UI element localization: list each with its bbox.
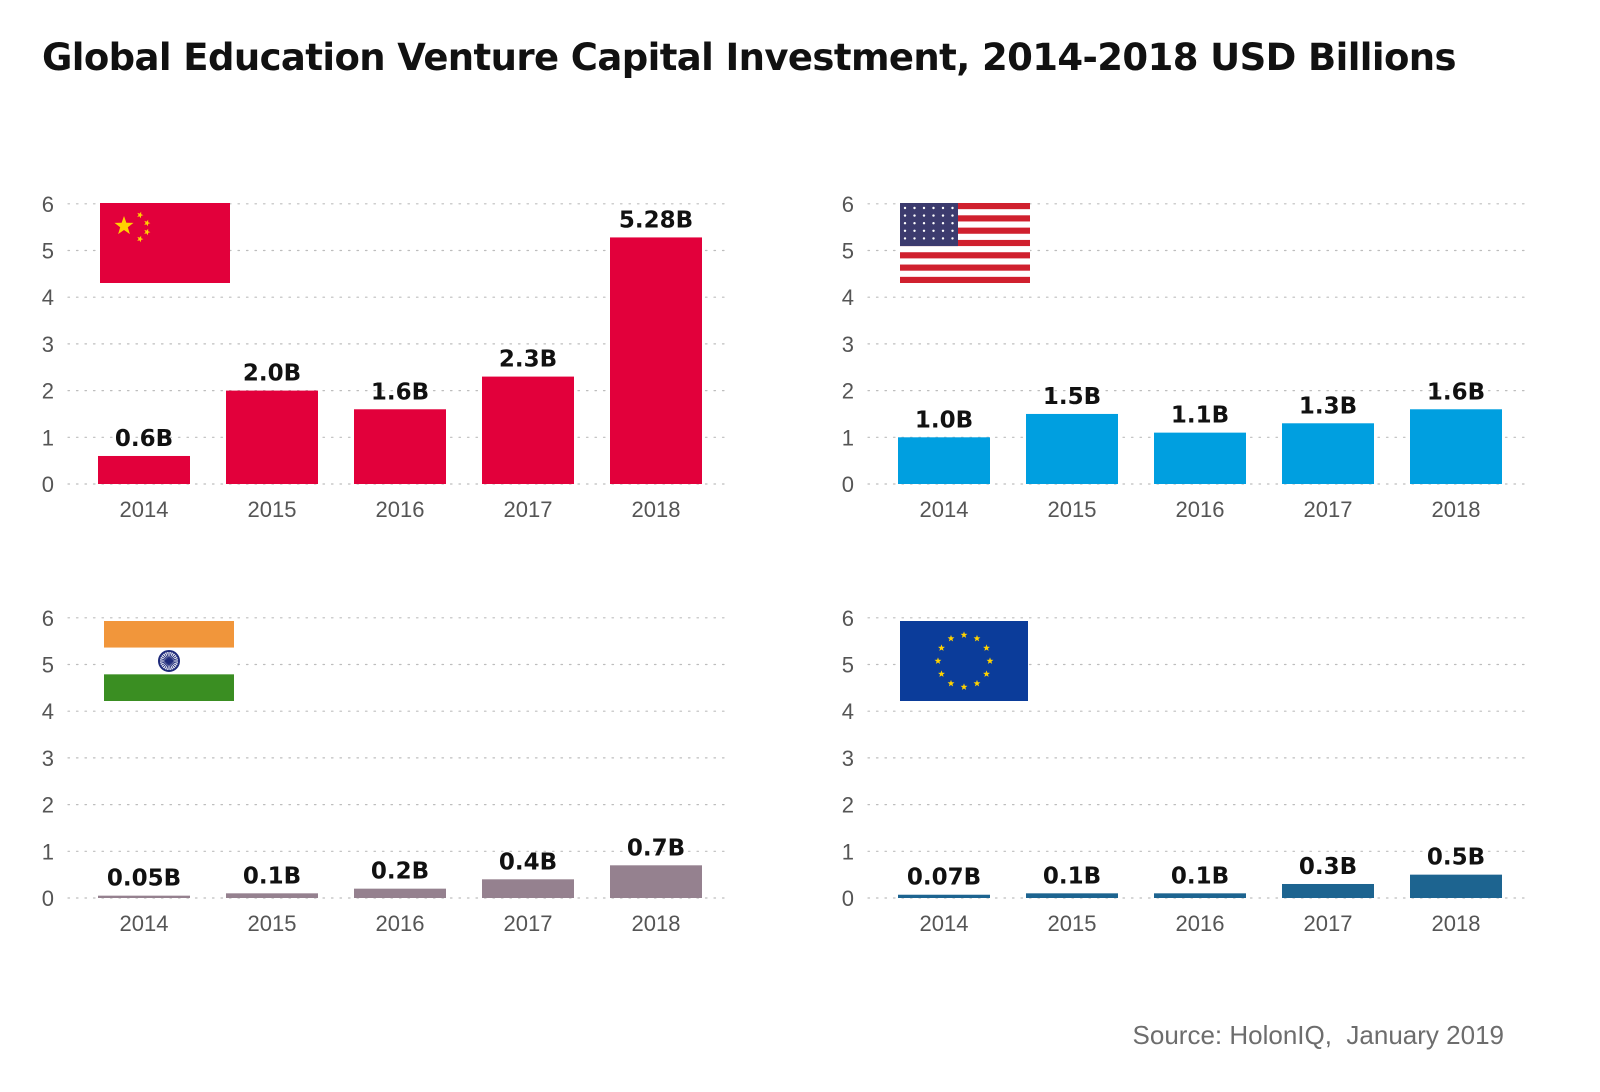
y-tick-label: 2 bbox=[842, 379, 854, 404]
data-label: 1.0B bbox=[915, 407, 973, 433]
y-tick-label: 4 bbox=[42, 699, 54, 724]
y-tick-label: 5 bbox=[42, 239, 54, 264]
bar bbox=[610, 237, 702, 484]
bar bbox=[898, 894, 990, 898]
x-tick-label: 2018 bbox=[1432, 497, 1481, 522]
data-label: 0.7B bbox=[627, 835, 685, 861]
x-tick-label: 2016 bbox=[1176, 497, 1225, 522]
data-label: 1.6B bbox=[1427, 379, 1485, 405]
y-tick-label: 6 bbox=[42, 606, 54, 631]
data-label: 0.4B bbox=[499, 849, 557, 875]
bar bbox=[1282, 883, 1374, 898]
bar bbox=[354, 888, 446, 898]
china-flag bbox=[100, 203, 230, 283]
x-tick-label: 2015 bbox=[248, 497, 297, 522]
x-tick-label: 2017 bbox=[504, 497, 553, 522]
y-tick-label: 0 bbox=[842, 886, 854, 911]
bar bbox=[1154, 893, 1246, 898]
data-label: 0.6B bbox=[115, 426, 173, 452]
y-tick-label: 5 bbox=[842, 239, 854, 264]
x-tick-label: 2018 bbox=[632, 911, 681, 936]
data-label: 0.1B bbox=[243, 863, 301, 889]
x-tick-label: 2015 bbox=[1048, 497, 1097, 522]
data-label: 0.3B bbox=[1299, 854, 1357, 880]
y-tick-label: 2 bbox=[42, 379, 54, 404]
chart-title: Global Education Venture Capital Investm… bbox=[42, 36, 1457, 79]
x-tick-label: 2017 bbox=[1304, 497, 1353, 522]
data-label: 2.0B bbox=[243, 361, 301, 387]
data-label: 1.5B bbox=[1043, 384, 1101, 410]
data-label: 0.05B bbox=[107, 866, 181, 892]
bar bbox=[98, 895, 190, 898]
data-label: 0.1B bbox=[1043, 863, 1101, 889]
y-tick-label: 2 bbox=[42, 793, 54, 818]
bar bbox=[1410, 874, 1502, 898]
x-tick-label: 2015 bbox=[248, 911, 297, 936]
y-tick-label: 4 bbox=[842, 699, 854, 724]
data-label: 1.6B bbox=[371, 379, 429, 405]
bar bbox=[226, 390, 318, 484]
data-label: 0.2B bbox=[371, 859, 429, 885]
y-tick-label: 3 bbox=[42, 746, 54, 771]
y-tick-label: 3 bbox=[42, 332, 54, 357]
x-tick-label: 2015 bbox=[1048, 911, 1097, 936]
x-tick-label: 2018 bbox=[1432, 911, 1481, 936]
y-tick-label: 4 bbox=[842, 285, 854, 310]
data-label: 2.3B bbox=[499, 347, 557, 373]
y-tick-label: 1 bbox=[842, 839, 854, 864]
x-tick-label: 2018 bbox=[632, 497, 681, 522]
bar bbox=[1026, 413, 1118, 484]
y-tick-label: 5 bbox=[842, 653, 854, 678]
x-tick-label: 2017 bbox=[504, 911, 553, 936]
y-tick-label: 0 bbox=[42, 886, 54, 911]
y-tick-label: 6 bbox=[842, 192, 854, 217]
y-tick-label: 4 bbox=[42, 285, 54, 310]
y-tick-label: 6 bbox=[42, 192, 54, 217]
y-tick-label: 2 bbox=[842, 793, 854, 818]
y-tick-label: 3 bbox=[842, 332, 854, 357]
data-label: 0.07B bbox=[907, 865, 981, 891]
y-tick-label: 6 bbox=[842, 606, 854, 631]
y-tick-label: 1 bbox=[42, 839, 54, 864]
x-tick-label: 2017 bbox=[1304, 911, 1353, 936]
y-tick-label: 0 bbox=[42, 472, 54, 497]
x-tick-label: 2016 bbox=[376, 497, 425, 522]
data-label: 1.1B bbox=[1171, 403, 1229, 429]
data-label: 5.28B bbox=[619, 207, 693, 233]
eu-flag bbox=[900, 621, 1028, 701]
x-tick-label: 2016 bbox=[1176, 911, 1225, 936]
usa-flag bbox=[900, 203, 1030, 283]
x-tick-label: 2014 bbox=[920, 911, 969, 936]
y-tick-label: 3 bbox=[842, 746, 854, 771]
bar bbox=[1410, 409, 1502, 484]
india-flag bbox=[104, 621, 234, 701]
bar bbox=[482, 376, 574, 484]
source-note: Source: HolonIQ, January 2019 bbox=[1132, 1020, 1504, 1050]
x-tick-label: 2014 bbox=[120, 497, 169, 522]
x-tick-label: 2014 bbox=[120, 911, 169, 936]
bar bbox=[1282, 423, 1374, 484]
data-label: 0.5B bbox=[1427, 845, 1485, 871]
bar bbox=[898, 437, 990, 484]
bar bbox=[354, 409, 446, 484]
bar bbox=[1026, 893, 1118, 898]
y-tick-label: 0 bbox=[842, 472, 854, 497]
bar bbox=[610, 865, 702, 898]
data-label: 1.3B bbox=[1299, 393, 1357, 419]
bar bbox=[482, 879, 574, 898]
x-tick-label: 2014 bbox=[920, 497, 969, 522]
x-tick-label: 2016 bbox=[376, 911, 425, 936]
data-label: 0.1B bbox=[1171, 863, 1229, 889]
bar bbox=[226, 893, 318, 898]
y-tick-label: 5 bbox=[42, 653, 54, 678]
bar bbox=[1154, 432, 1246, 484]
y-tick-label: 1 bbox=[42, 425, 54, 450]
bar bbox=[98, 455, 190, 484]
y-tick-label: 1 bbox=[842, 425, 854, 450]
